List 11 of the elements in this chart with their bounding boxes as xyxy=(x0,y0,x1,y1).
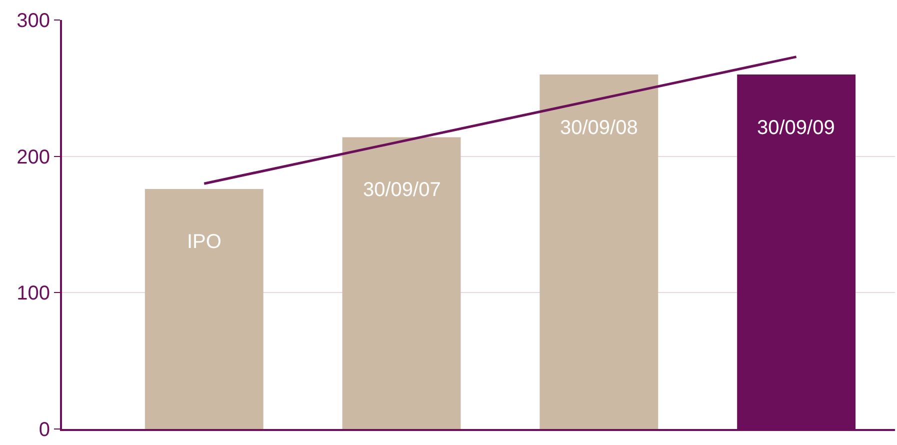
bar xyxy=(540,74,658,429)
y-tick-label: 300 xyxy=(16,10,50,32)
bar xyxy=(342,137,461,429)
x-tick-label: 30/09/07 xyxy=(363,179,441,201)
x-tick-label: 30/09/08 xyxy=(560,117,638,139)
x-tick-label: 30/09/09 xyxy=(757,117,835,139)
x-tick-label: IPO xyxy=(187,231,222,253)
y-tick-label: 100 xyxy=(16,282,50,305)
y-tick-label: 200 xyxy=(16,146,50,168)
y-tick-label: 0 xyxy=(38,419,50,441)
bar xyxy=(144,189,264,429)
